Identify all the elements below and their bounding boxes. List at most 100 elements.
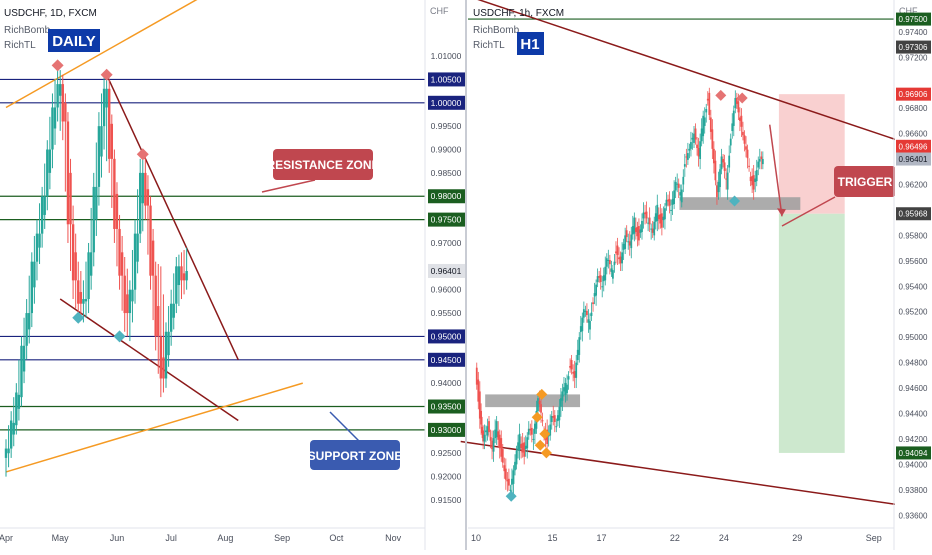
h1-candle-body xyxy=(633,217,636,234)
daily-time-tick: Jun xyxy=(110,533,125,543)
daily-candle-body xyxy=(48,149,52,173)
trigger-arrow-head xyxy=(776,208,786,217)
h1-candle-body xyxy=(533,423,536,434)
h1-candle-body xyxy=(714,160,717,181)
h1-candle-body xyxy=(731,123,734,132)
h1-pivot-marker xyxy=(540,447,552,459)
h1-candle-body xyxy=(592,302,594,305)
daily-level-label: 1.00500 xyxy=(431,74,462,84)
h1-price-tick: 0.94000 xyxy=(899,460,928,469)
h1-candle-body xyxy=(538,400,541,405)
h1-currency-label: CHF xyxy=(899,6,918,16)
daily-pivot-marker xyxy=(136,148,149,161)
daily-chart-panel: RESISTANCE ZONE SUPPORT ZONE CHF 1.00500… xyxy=(0,0,466,550)
daily-time-tick: Jul xyxy=(165,533,177,543)
h1-candle-body xyxy=(645,211,648,219)
h1-candle-body xyxy=(573,371,576,378)
h1-candle-body xyxy=(631,226,634,235)
daily-pivot-marker xyxy=(51,59,64,72)
h1-candle-body xyxy=(485,430,487,433)
daily-level-badge xyxy=(428,399,465,414)
daily-candle-body xyxy=(40,196,44,234)
trigger-callout[interactable] xyxy=(834,166,896,197)
take-profit-zone[interactable] xyxy=(778,213,845,453)
daily-candle-body xyxy=(115,193,119,229)
daily-candle-body xyxy=(105,88,108,108)
resistance-pointer xyxy=(261,179,316,193)
h1-candle-body xyxy=(667,199,669,202)
h1-candle-body xyxy=(679,192,682,196)
h1-price-badge-label: 0.97306 xyxy=(899,43,928,52)
h1-candle-body xyxy=(665,199,668,206)
h1-candle-body xyxy=(647,222,650,224)
h1-candle-body xyxy=(526,437,529,449)
h1-candle-body xyxy=(481,427,484,434)
daily-candle-body xyxy=(175,266,178,304)
h1-candle-body xyxy=(553,415,556,422)
h1-candle-body xyxy=(749,176,752,182)
h1-candle-body xyxy=(630,234,633,249)
h1-candle-body xyxy=(504,468,507,480)
daily-candle-body xyxy=(144,172,147,206)
h1-candle-body xyxy=(662,216,665,221)
daily-level-badge xyxy=(428,329,465,344)
daily-candle-body xyxy=(89,252,93,276)
h1-candle-body xyxy=(638,226,640,241)
h1-candle-body xyxy=(758,159,761,162)
h1-candle-body xyxy=(523,442,526,457)
h1-price-tick: 0.97200 xyxy=(899,53,928,62)
h1-candle-body xyxy=(624,235,627,249)
h1-candle-body xyxy=(572,371,575,374)
support-zone-callout[interactable] xyxy=(310,440,400,470)
daily-time-tick: May xyxy=(52,533,70,543)
h1-candle-body xyxy=(596,276,599,283)
h1-candle-body xyxy=(755,170,758,182)
h1-candle-body xyxy=(725,178,728,180)
daily-price-tick: 0.91500 xyxy=(431,495,462,505)
daily-candle-body xyxy=(79,292,83,304)
h1-candle-body xyxy=(488,421,490,433)
h1-candle-body xyxy=(537,398,539,411)
daily-time-tick: Apr xyxy=(0,533,13,543)
h1-candle-body xyxy=(552,416,555,418)
daily-time-tick: Oct xyxy=(329,533,344,543)
resistance-zone-callout[interactable] xyxy=(273,149,373,180)
h1-candle-body xyxy=(697,148,700,157)
h1-price-tick: 0.95600 xyxy=(899,257,928,266)
h1-candle-body xyxy=(579,326,582,333)
daily-candle-body xyxy=(141,172,144,204)
h1-candle-body xyxy=(728,155,731,168)
h1-price-tick: 0.94600 xyxy=(899,384,928,393)
h1-price-badge-label: 0.97500 xyxy=(899,15,928,24)
h1-candle-body xyxy=(495,421,498,438)
stop-loss-zone[interactable] xyxy=(778,94,845,214)
h1-price-tick: 0.93600 xyxy=(899,511,928,520)
h1-candle-body xyxy=(671,198,674,205)
daily-symbol-line: USDCHF, 1D, FXCM xyxy=(4,8,97,19)
h1-candle-body xyxy=(625,230,628,238)
h1-price-tick: 0.94800 xyxy=(899,359,928,368)
h1-candle-body xyxy=(716,185,718,198)
daily-trendline xyxy=(59,298,239,422)
daily-candle-body xyxy=(120,252,124,276)
h1-trendline xyxy=(460,440,928,510)
daily-level-badge xyxy=(428,422,465,437)
h1-candle-body xyxy=(690,142,692,149)
h1-timeframe-badge xyxy=(517,32,544,55)
h1-trendlines xyxy=(460,0,928,510)
h1-candle-body xyxy=(511,478,513,485)
h1-candle-body xyxy=(518,433,521,450)
h1-pivot-marker xyxy=(539,428,551,440)
daily-candle-body xyxy=(185,271,188,281)
h1-candle-body xyxy=(673,190,676,204)
support-pointer xyxy=(329,411,361,443)
h1-candle-body xyxy=(589,321,591,330)
h1-candle-body xyxy=(616,245,619,255)
h1-candle-body xyxy=(621,252,624,264)
h1-pivot-marker xyxy=(729,195,741,207)
daily-candle-body xyxy=(64,102,67,122)
h1-candle-body xyxy=(688,148,691,151)
daily-level-badge xyxy=(428,212,465,227)
daily-candle-body xyxy=(33,261,36,288)
daily-candle-body xyxy=(20,345,23,398)
